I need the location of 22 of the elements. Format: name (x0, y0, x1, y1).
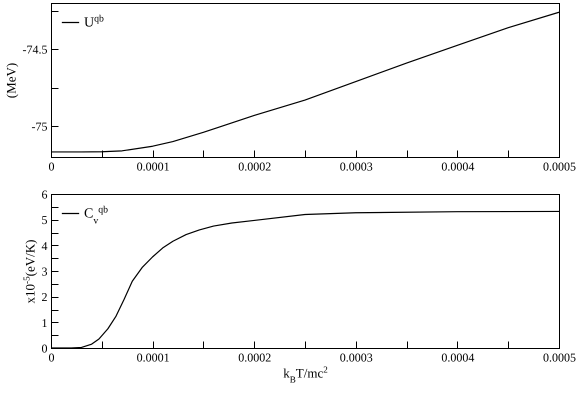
y-axis-title: (MeV) (4, 62, 19, 98)
y-tick-label: -74.5 (22, 42, 48, 57)
y-tick-label: 3 (42, 264, 48, 278)
y-tick-label: 1 (42, 316, 48, 330)
y-tick-label: -75 (32, 120, 48, 134)
x-axis-title: k$_{B}$T/mc$^{2}$ (283, 364, 328, 384)
y-tick-label: 0 (42, 342, 48, 356)
legend-label: U$^{qb}$ (84, 13, 104, 30)
x-tick-label: 0.0005 (543, 350, 576, 364)
x-tick-label: 0.0005 (543, 160, 576, 174)
x-tick-label: 0.0003 (340, 160, 373, 174)
y-tick-label: 6 (42, 188, 48, 202)
x-tick-label: 0.0003 (340, 350, 373, 364)
x-tick-label: 0.0001 (136, 350, 170, 364)
x-tick-label: 0.0001 (136, 160, 170, 174)
y-tick-label: 5 (42, 213, 48, 228)
y-tick-label: 4 (42, 238, 48, 253)
x-tick-label: 0.0002 (238, 160, 272, 174)
x-tick-label: 0.0004 (441, 350, 474, 364)
x-tick-label: 0.0002 (238, 350, 272, 364)
y-tick-label: 2 (42, 290, 48, 304)
x-tick-label: 0.0004 (441, 160, 474, 174)
